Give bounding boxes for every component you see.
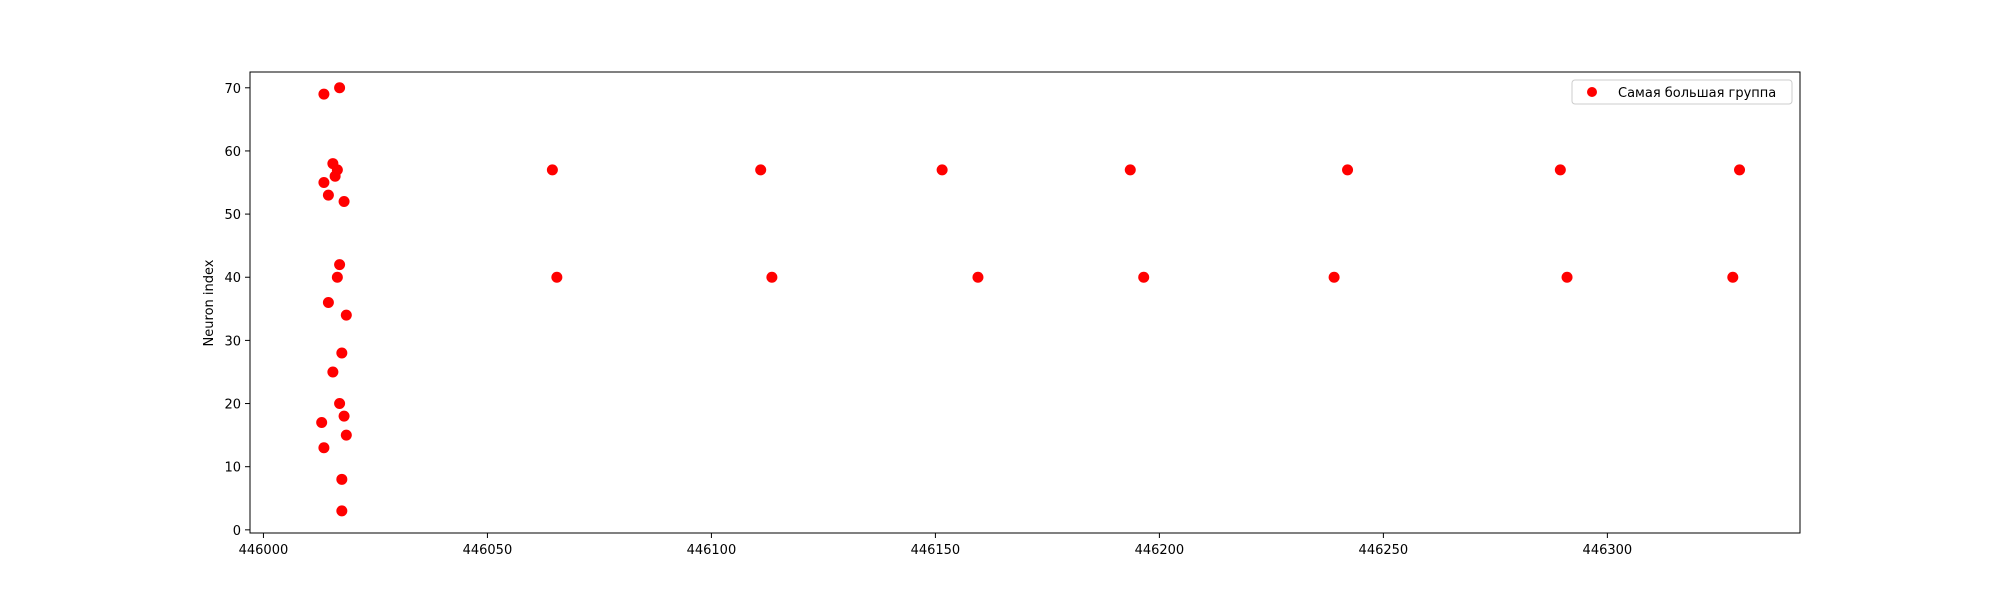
data-point (340, 309, 352, 321)
data-point (318, 88, 330, 100)
data-point (972, 271, 984, 283)
y-tick-label: 20 (224, 398, 241, 413)
data-point (334, 82, 346, 94)
y-tick-label: 0 (233, 524, 241, 539)
x-tick-label: 446300 (1583, 543, 1633, 558)
x-axis: 446000 446050 446100 446150 446200 446250 4463… (239, 533, 1633, 558)
data-point (336, 347, 348, 359)
y-axis: 0 10 20 30 40 50 60 70 (224, 82, 250, 539)
data-point (551, 271, 563, 283)
data-point (1554, 164, 1566, 176)
legend-box (1571, 79, 1793, 105)
y-tick-label: 30 (224, 334, 241, 349)
data-point (546, 164, 558, 176)
data-point (318, 177, 330, 189)
data-point (936, 164, 948, 176)
x-tick-label: 446200 (1135, 543, 1185, 558)
data-point (322, 189, 334, 201)
y-tick-label: 10 (224, 461, 241, 476)
legend-entry-label: Самая большая группа (1618, 86, 1776, 101)
legend-marker (1587, 87, 1597, 97)
data-point (334, 398, 346, 410)
data-point (1138, 271, 1150, 283)
data-point (766, 271, 778, 283)
data-point (1328, 271, 1340, 283)
data-point (1734, 164, 1746, 176)
data-point (336, 505, 348, 517)
data-point (1561, 271, 1573, 283)
data-point (322, 297, 334, 308)
x-tick-label: 446000 (239, 543, 289, 558)
legend: Самая большая группа (1571, 79, 1793, 105)
data-point (334, 259, 346, 271)
data-point (327, 366, 339, 378)
data-point (316, 416, 328, 428)
data-point (755, 164, 767, 176)
scatter-points (316, 82, 1746, 517)
x-tick-label: 446100 (687, 543, 737, 558)
data-point (1342, 164, 1354, 176)
axes-frame (249, 71, 1801, 534)
y-axis-label: Neuron index (202, 259, 217, 346)
data-point (336, 473, 348, 485)
data-point (338, 410, 350, 422)
x-tick-label: 446250 (1359, 543, 1409, 558)
data-point (318, 442, 330, 454)
y-tick-label: 50 (224, 208, 241, 223)
data-point (338, 195, 350, 207)
y-tick-label: 60 (224, 145, 241, 160)
y-tick-label: 70 (224, 82, 241, 97)
data-point (331, 271, 343, 283)
data-point (1727, 271, 1739, 283)
data-point (329, 170, 341, 182)
data-point (340, 429, 352, 441)
x-tick-label: 446050 (463, 543, 513, 558)
data-point (1124, 164, 1136, 176)
x-tick-label: 446150 (911, 543, 961, 558)
y-tick-label: 40 (224, 271, 241, 286)
